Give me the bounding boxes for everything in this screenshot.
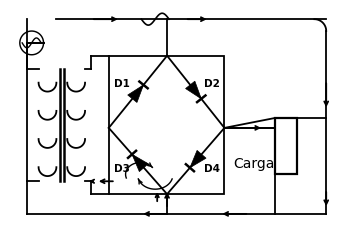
Bar bbox=[275, 118, 296, 174]
Text: D3: D3 bbox=[114, 164, 130, 174]
Polygon shape bbox=[190, 150, 206, 168]
Bar bbox=[109, 56, 224, 194]
Text: Carga: Carga bbox=[234, 158, 275, 171]
Text: D4: D4 bbox=[204, 164, 220, 174]
Text: D1: D1 bbox=[114, 79, 130, 89]
Polygon shape bbox=[132, 154, 148, 172]
Text: D2: D2 bbox=[204, 79, 220, 89]
Polygon shape bbox=[185, 81, 201, 99]
Polygon shape bbox=[128, 85, 143, 103]
